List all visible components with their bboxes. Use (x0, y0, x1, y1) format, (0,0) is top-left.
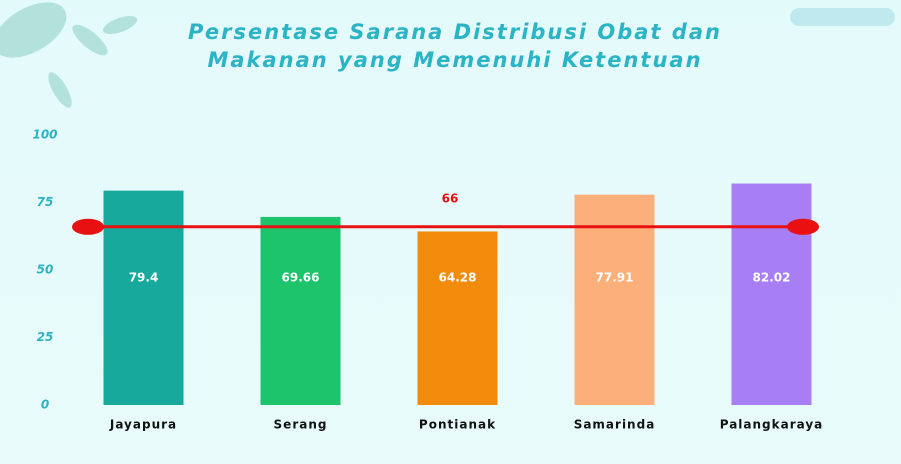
y-tick-label: 50 (37, 263, 54, 277)
bar (260, 216, 341, 405)
bar (731, 183, 812, 405)
x-tick-label: Serang (274, 418, 328, 432)
reference-dot (787, 218, 819, 235)
reference-dot (72, 218, 104, 235)
chart-title: Persentase Sarana Distribusi Obat dan Ma… (188, 20, 722, 72)
x-tick-label: Palangkaraya (720, 418, 824, 432)
value-label: 69.66 (282, 271, 320, 285)
y-tick-label: 75 (37, 195, 54, 209)
x-tick-label: Jayapura (109, 418, 177, 432)
bar (103, 190, 184, 405)
y-tick-label: 25 (37, 330, 54, 344)
y-tick-label: 0 (41, 398, 49, 412)
bar (574, 194, 655, 405)
value-label: 79.4 (129, 271, 159, 285)
x-tick-label: Pontianak (419, 418, 496, 432)
x-tick-label: Samarinda (574, 418, 656, 432)
y-tick-label: 100 (32, 128, 57, 142)
value-label: 82.02 (753, 271, 791, 285)
corner-decoration (790, 8, 895, 26)
reference-label: 66 (442, 191, 459, 205)
value-label: 64.28 (439, 271, 477, 285)
bar (417, 231, 498, 405)
leaf-decoration (0, 2, 138, 108)
value-label: 77.91 (596, 271, 634, 285)
